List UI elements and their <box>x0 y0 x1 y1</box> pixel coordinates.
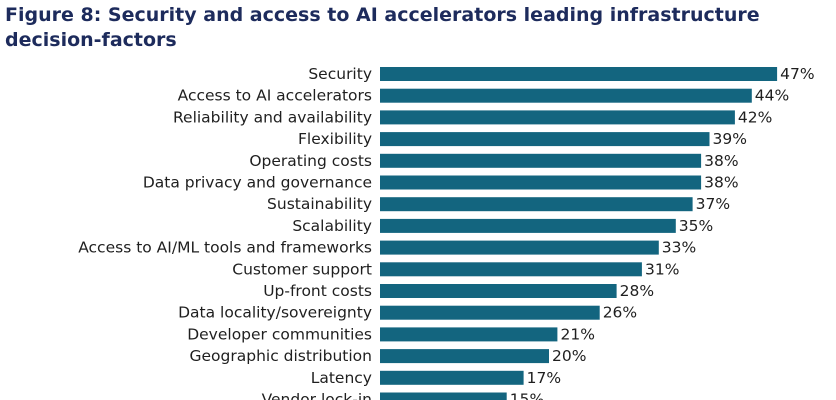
bar <box>380 349 549 364</box>
value-label: 28% <box>620 282 654 300</box>
value-label: 37% <box>696 195 730 213</box>
value-label: 26% <box>603 304 637 322</box>
category-label: Latency <box>311 369 372 387</box>
chart-title: Figure 8: Security and access to AI acce… <box>5 4 760 51</box>
bar <box>380 262 642 277</box>
bar <box>380 153 702 168</box>
bar <box>380 218 676 233</box>
category-label: Security <box>308 65 372 83</box>
category-label: Reliability and availability <box>173 108 372 126</box>
value-label: 44% <box>755 87 789 105</box>
value-label: 15% <box>510 391 544 400</box>
category-label: Access to AI accelerators <box>178 87 372 105</box>
category-label: Vendor lock-in <box>262 391 372 400</box>
bar <box>380 284 617 298</box>
category-label: Geographic distribution <box>190 347 373 365</box>
category-label: Customer support <box>232 260 372 278</box>
value-label: 33% <box>662 239 696 257</box>
bar <box>380 327 558 342</box>
category-label: Scalability <box>292 217 372 235</box>
category-label: Data privacy and governance <box>143 174 372 192</box>
value-label: 20% <box>552 347 586 365</box>
value-label: 39% <box>713 130 747 148</box>
bar <box>380 132 710 147</box>
bar <box>380 392 507 400</box>
category-label: Developer communities <box>187 325 372 343</box>
category-label: Access to AI/ML tools and frameworks <box>78 239 372 257</box>
bar <box>380 305 600 320</box>
bar <box>380 370 524 385</box>
bar <box>380 197 693 212</box>
value-label: 21% <box>561 325 595 343</box>
category-label: Up-front costs <box>263 282 372 300</box>
value-label: 38% <box>704 174 738 192</box>
value-label: 38% <box>704 152 738 170</box>
value-label: 42% <box>738 108 772 126</box>
bar <box>380 175 702 190</box>
value-label: 47% <box>780 65 814 83</box>
category-label: Flexibility <box>298 130 372 148</box>
value-label: 17% <box>527 369 561 387</box>
bar <box>380 110 735 125</box>
category-label: Operating costs <box>249 152 372 170</box>
bar <box>380 67 778 81</box>
category-label: Sustainability <box>267 195 372 213</box>
value-label: 31% <box>645 260 679 278</box>
category-label: Data locality/sovereignty <box>178 304 372 322</box>
value-label: 35% <box>679 217 713 235</box>
bar <box>380 240 659 255</box>
bars-layer: Security 47% Access to AI accelerators 44% R… <box>78 65 815 400</box>
bar <box>380 88 752 103</box>
